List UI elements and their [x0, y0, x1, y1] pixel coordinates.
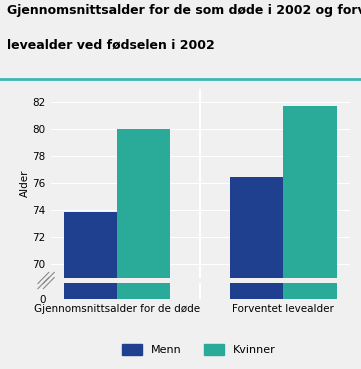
Text: levealder ved fødselen i 2002: levealder ved fødselen i 2002	[7, 39, 215, 52]
Y-axis label: Alder: Alder	[19, 169, 30, 197]
Text: Gjennomsnittsalder for de som døde i 2002 og forventet: Gjennomsnittsalder for de som døde i 200…	[7, 4, 361, 17]
Bar	[283, 106, 336, 369]
Bar	[230, 283, 283, 299]
Bar	[230, 176, 283, 369]
Bar	[117, 283, 170, 299]
Bar	[117, 129, 170, 369]
Bar	[64, 283, 117, 299]
Bar	[64, 212, 117, 369]
Bar	[283, 283, 336, 299]
Legend: Menn, Kvinner: Menn, Kvinner	[117, 339, 280, 360]
